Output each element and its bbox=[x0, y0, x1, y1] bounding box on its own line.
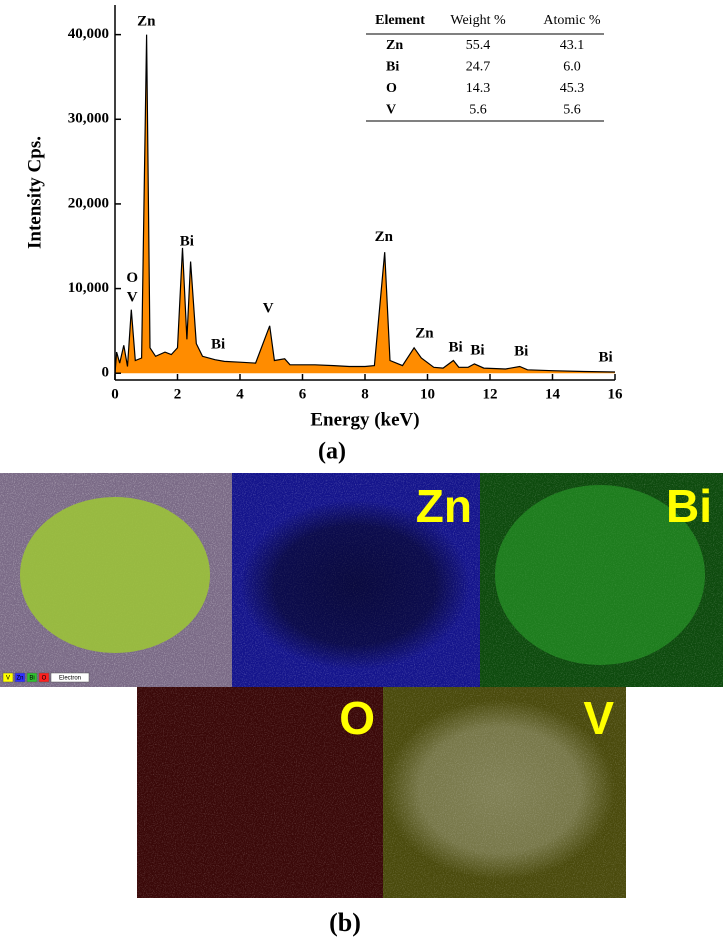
table-cell: 14.3 bbox=[466, 81, 491, 96]
table-cell: 5.6 bbox=[469, 103, 487, 118]
dark-region bbox=[240, 500, 470, 670]
table-cell: 43.1 bbox=[560, 38, 585, 53]
peak-label: Zn bbox=[415, 326, 434, 342]
particle bbox=[20, 497, 210, 653]
panel-label: (b) bbox=[329, 908, 361, 937]
legend-text: Electron bbox=[59, 676, 81, 682]
x-axis-label: Energy (keV) bbox=[310, 409, 419, 430]
legend-text: Zn bbox=[16, 676, 23, 682]
legend-swatch bbox=[2, 672, 14, 683]
x-tick-label: 4 bbox=[236, 386, 244, 402]
x-tick-label: 8 bbox=[361, 386, 369, 402]
table-cell: 6.0 bbox=[563, 60, 581, 75]
peak-label: Bi bbox=[514, 344, 528, 360]
peak-label: Zn bbox=[375, 229, 394, 245]
x-tick-label: 14 bbox=[545, 386, 561, 402]
map-label: Bi bbox=[666, 480, 712, 532]
peak-label: Bi bbox=[470, 343, 484, 359]
table-cell: 55.4 bbox=[466, 38, 491, 53]
peak-label: Bi bbox=[211, 337, 225, 353]
legend-swatch bbox=[26, 672, 38, 683]
x-tick-label: 16 bbox=[608, 386, 624, 402]
peak-label: Zn bbox=[137, 13, 156, 29]
x-tick-label: 6 bbox=[299, 386, 307, 402]
element-maps bbox=[0, 473, 723, 898]
y-tick-label: 20,000 bbox=[68, 195, 109, 211]
y-tick-label: 40,000 bbox=[68, 26, 109, 42]
peak-label: O bbox=[126, 270, 138, 286]
spectrum-fill bbox=[115, 34, 615, 374]
legend-text: Bi bbox=[29, 676, 34, 682]
peak-label: V bbox=[127, 289, 138, 305]
x-tick-label: 2 bbox=[174, 386, 182, 402]
table-cell: 45.3 bbox=[560, 81, 585, 96]
table-header: Atomic % bbox=[543, 13, 600, 28]
y-tick-label: 30,000 bbox=[68, 111, 109, 127]
x-tick-label: 0 bbox=[111, 386, 119, 402]
peak-label: Bi bbox=[599, 349, 613, 365]
table-cell: 5.6 bbox=[563, 103, 581, 118]
legend-swatch bbox=[14, 672, 26, 683]
table-cell: O bbox=[386, 81, 397, 96]
x-tick-label: 10 bbox=[420, 386, 435, 402]
bright-region bbox=[385, 700, 615, 880]
y-tick-label: 0 bbox=[102, 365, 110, 381]
peak-label: V bbox=[263, 300, 274, 316]
legend-swatch bbox=[38, 672, 50, 683]
peak-label: Bi bbox=[449, 339, 463, 355]
peak-label: Bi bbox=[180, 233, 194, 249]
x-tick-label: 12 bbox=[483, 386, 498, 402]
table-header: Weight % bbox=[450, 13, 506, 28]
map-label: V bbox=[583, 692, 614, 744]
table-cell: Zn bbox=[386, 38, 403, 53]
noise bbox=[137, 687, 383, 898]
y-tick-label: 10,000 bbox=[68, 280, 109, 296]
y-axis-label: Intensity Cps. bbox=[24, 136, 45, 249]
table-cell: Bi bbox=[386, 60, 399, 75]
map-label: O bbox=[339, 692, 375, 744]
table-cell: 24.7 bbox=[466, 60, 491, 75]
table-cell: V bbox=[386, 103, 396, 118]
map-label: Zn bbox=[416, 480, 472, 532]
table-header: Element bbox=[375, 13, 425, 28]
legend-swatch bbox=[50, 672, 90, 683]
legend-text: V bbox=[6, 676, 10, 682]
bright-region bbox=[495, 485, 705, 665]
legend-text: O bbox=[42, 676, 47, 682]
spectrum bbox=[114, 34, 616, 374]
panel-label: (a) bbox=[318, 439, 346, 465]
